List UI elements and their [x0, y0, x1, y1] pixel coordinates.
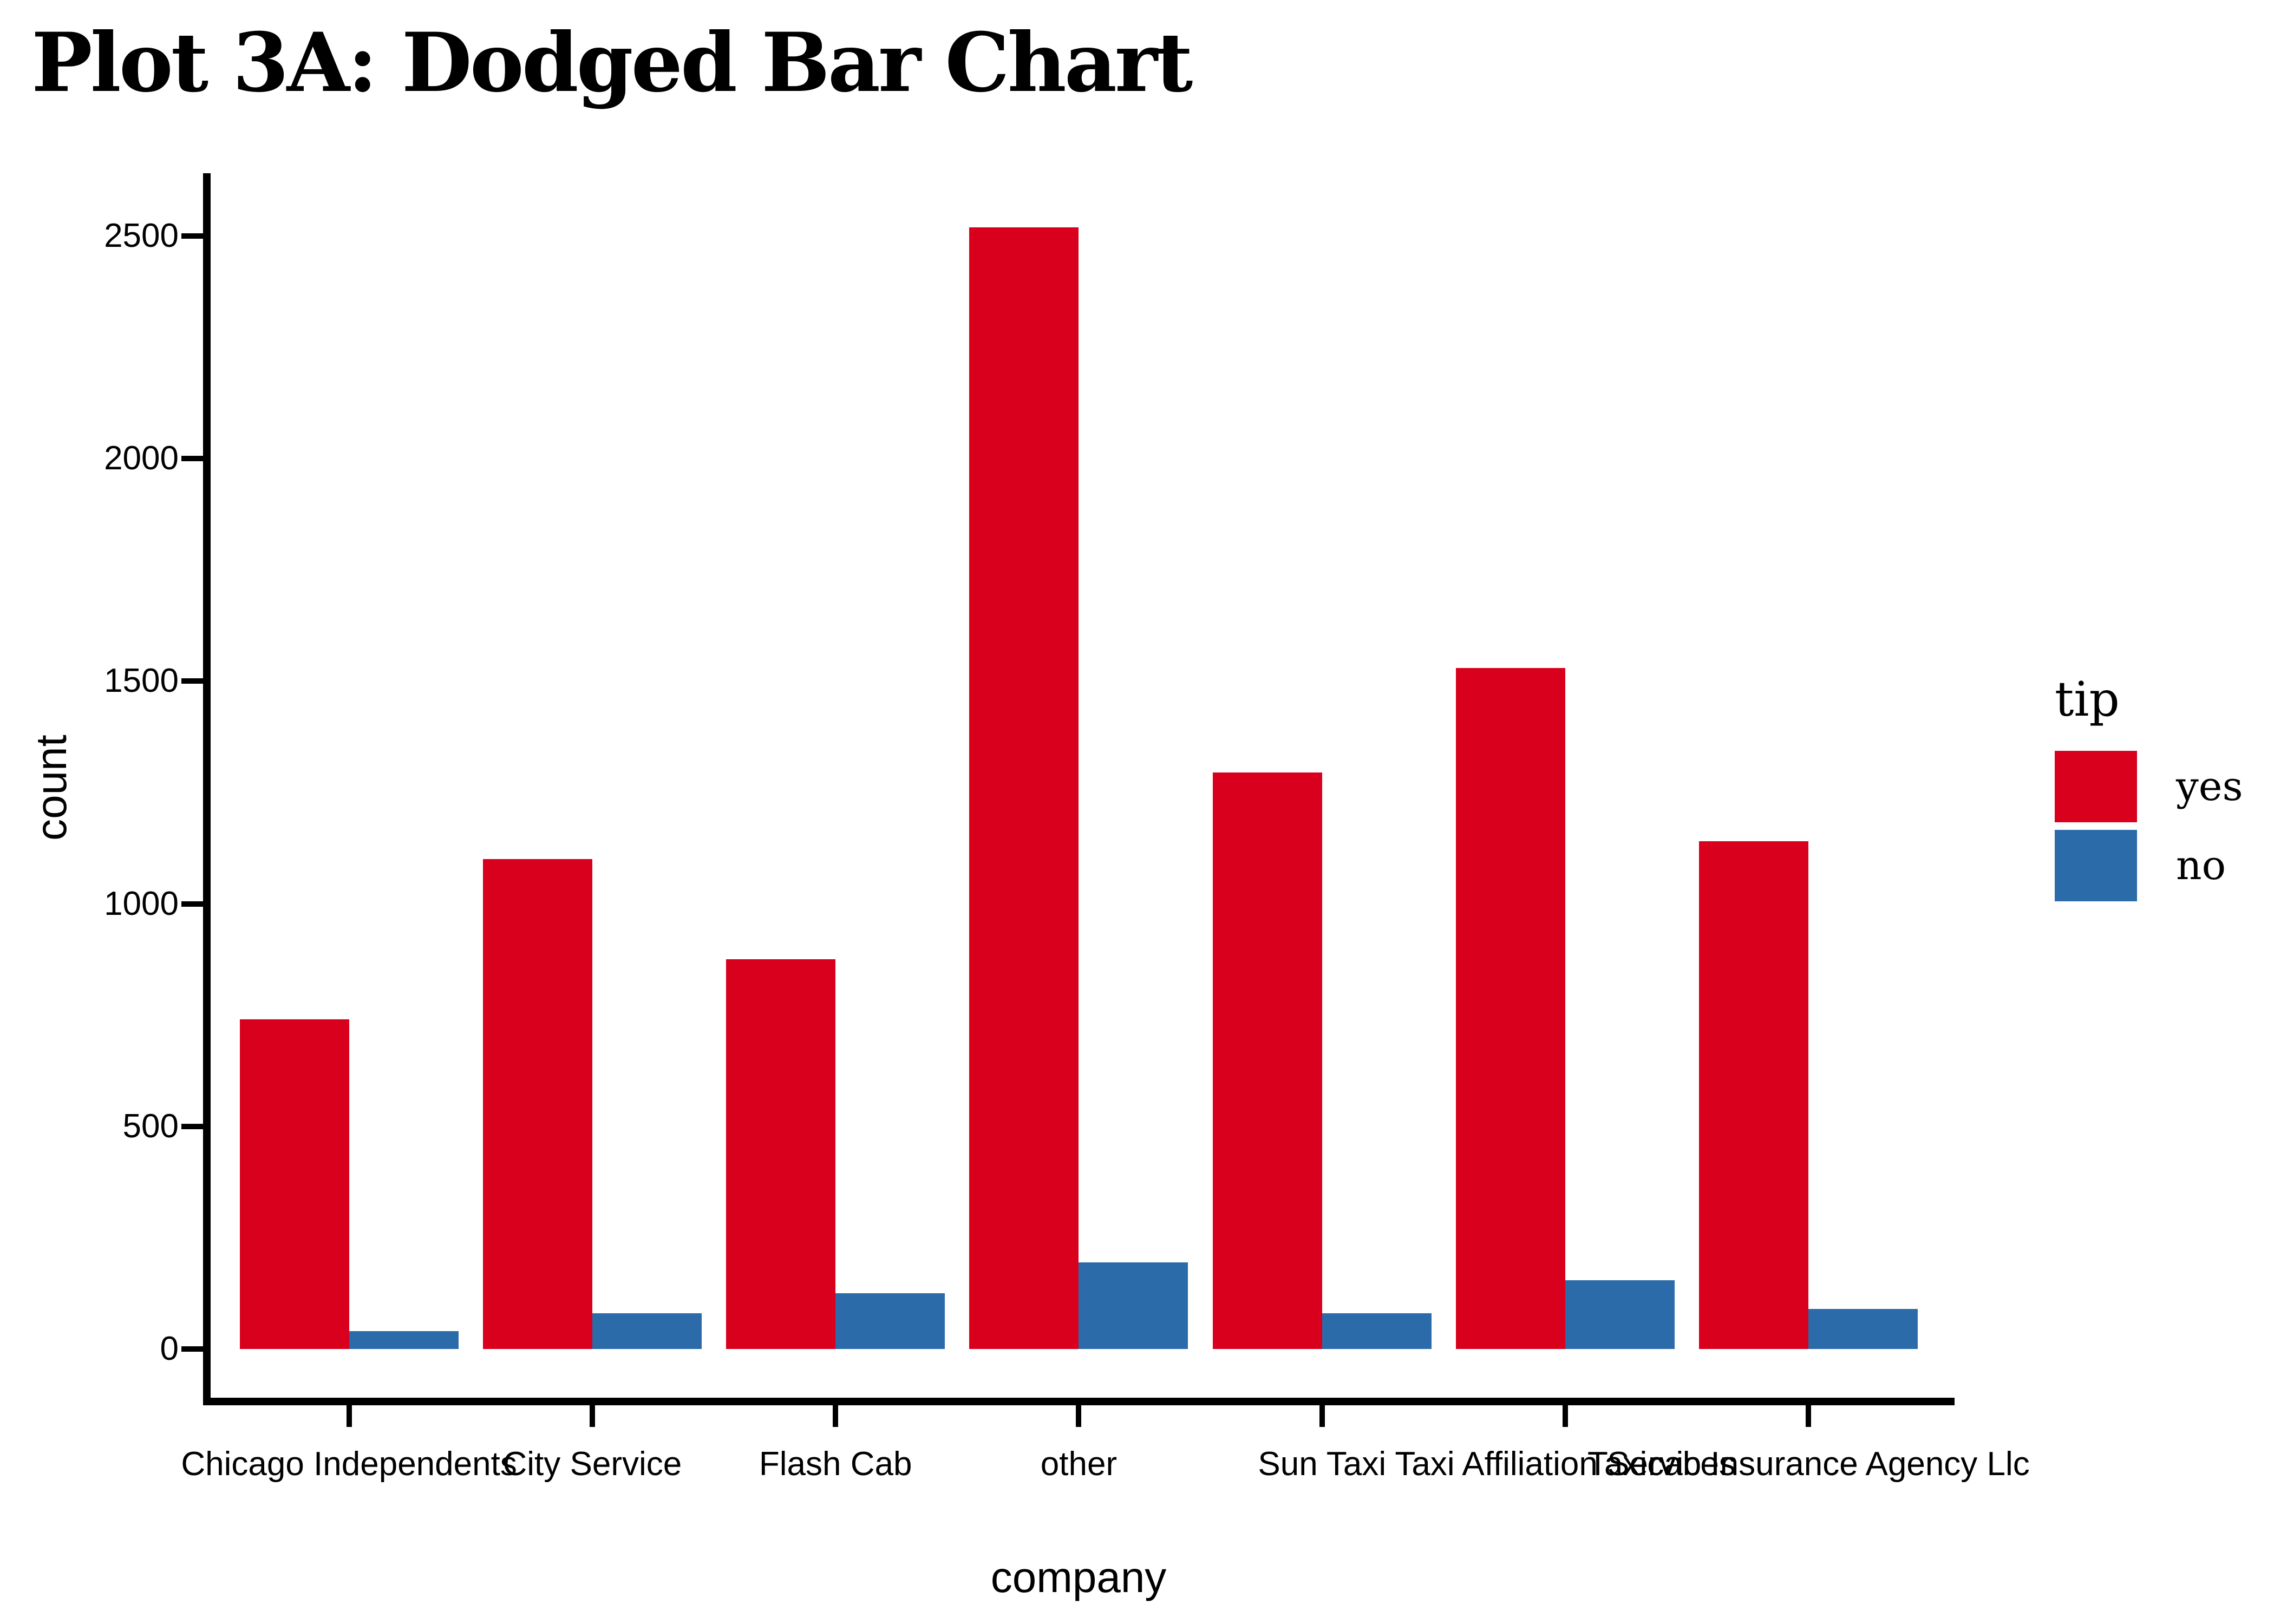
y-tick-label: 2000 [104, 440, 179, 477]
legend-item-no: no [2055, 830, 2243, 901]
x-axis-title: company [990, 1553, 1167, 1601]
y-axis-title: count [27, 735, 75, 841]
x-tick-label: Taxicab Insurance Agency Llc [1587, 1445, 2030, 1483]
x-tick-label: Chicago Independents [181, 1445, 517, 1483]
y-tick [181, 456, 203, 462]
x-tick [346, 1405, 352, 1427]
x-tick-label: Taxi Affiliation Services [1395, 1445, 1736, 1483]
y-tick-label: 0 [160, 1330, 179, 1367]
x-tick [833, 1405, 839, 1427]
x-tick-label: other [1040, 1445, 1118, 1483]
bar-yes-taxicab-insurance-agency-llc [1699, 841, 1809, 1349]
bar-no-taxi-affiliation-services [1565, 1280, 1675, 1349]
bar-no-other [1079, 1262, 1188, 1349]
y-tick-label: 500 [122, 1107, 179, 1145]
bar-no-city-service [592, 1313, 702, 1349]
x-tick [1563, 1405, 1569, 1427]
bar-no-sun-taxi [1322, 1313, 1432, 1349]
legend-label-no: no [2176, 842, 2226, 889]
bar-no-taxicab-insurance-agency-llc [1808, 1308, 1918, 1349]
y-tick-label: 1500 [104, 662, 179, 700]
legend-label-yes: yes [2176, 763, 2243, 810]
y-axis-line [203, 173, 211, 1405]
x-tick [1806, 1405, 1812, 1427]
bar-no-flash-cab [835, 1293, 945, 1349]
y-tick [181, 1123, 203, 1129]
bar-no-chicago-independents [349, 1331, 459, 1349]
chart-title: Plot 3A: Dodged Bar Chart [31, 15, 1193, 110]
legend-swatch-yes [2055, 751, 2137, 822]
y-tick [181, 1346, 203, 1352]
x-tick [1319, 1405, 1325, 1427]
legend-swatch-no [2055, 830, 2137, 901]
x-axis-line [203, 1398, 1955, 1405]
legend-item-yes: yes [2055, 751, 2243, 822]
bar-yes-flash-cab [726, 959, 836, 1349]
legend: tip yes no [2055, 671, 2243, 909]
y-tick [181, 901, 203, 907]
x-tick-label: Sun Taxi [1258, 1445, 1387, 1483]
bar-yes-sun-taxi [1212, 772, 1322, 1349]
x-tick-label: City Service [502, 1445, 682, 1483]
bar-yes-city-service [482, 859, 592, 1349]
bar-yes-chicago-independents [239, 1019, 349, 1349]
bar-yes-taxi-affiliation-services [1456, 667, 1566, 1349]
legend-title: tip [2055, 671, 2120, 727]
bar-yes-other [969, 227, 1079, 1349]
y-tick [181, 678, 203, 684]
y-tick [181, 233, 203, 239]
x-tick [1076, 1405, 1082, 1427]
x-tick [589, 1405, 595, 1427]
y-tick-label: 2500 [104, 217, 179, 254]
y-tick-label: 1000 [104, 885, 179, 922]
x-tick-label: Flash Cab [759, 1445, 912, 1483]
